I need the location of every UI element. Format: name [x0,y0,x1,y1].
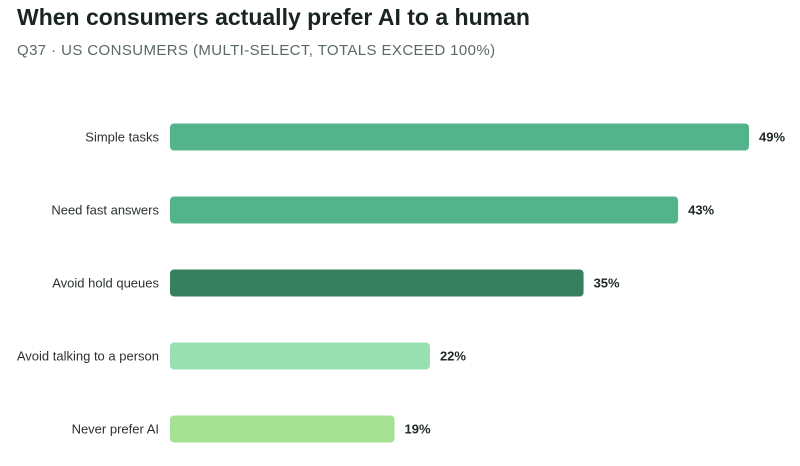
category-label: Avoid talking to a person [17,349,159,364]
value-label: 19% [405,422,431,437]
bar [170,196,679,224]
bar [170,342,430,370]
category-label: Never prefer AI [72,422,159,437]
bar-row: Avoid talking to a person 22% [17,342,466,370]
category-label: Simple tasks [85,130,159,145]
value-label: 49% [759,130,785,145]
chart-subtitle: Q37 · US CONSUMERS (MULTI-SELECT, TOTALS… [17,42,496,59]
bar [170,415,395,443]
bar-row: Never prefer AI 19% [72,415,431,443]
category-label: Need fast answers [51,203,159,218]
bar-row: Avoid hold queues 35% [52,269,620,297]
value-label: 22% [440,349,466,364]
bar [170,123,749,151]
bar [170,269,584,297]
chart-title: When consumers actually prefer AI to a h… [17,4,530,30]
value-label: 43% [688,203,714,218]
category-label: Avoid hold queues [52,276,159,291]
value-label: 35% [594,276,620,291]
bar-row: Need fast answers 43% [51,196,715,224]
bar-row: Simple tasks 49% [85,123,785,151]
